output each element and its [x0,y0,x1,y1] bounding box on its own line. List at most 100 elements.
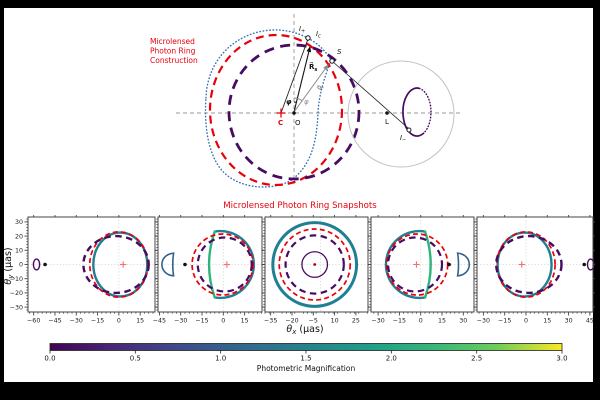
snapshots-title: Microlensed Photon Ring Snapshots [223,201,377,211]
x-tick-label: −30 [371,318,384,325]
x-tick-label: −15 [498,318,511,325]
x-tick-label: −45 [48,318,61,325]
x-tick-label: 15 [543,318,551,325]
construction-diagram: Microlensed Photon Ring Construction C O… [150,14,462,188]
vector-Rs-arrow [293,46,312,113]
x-tick-label: 0 [117,318,121,325]
lens-position-dot [43,262,47,267]
colorbar-tick-label: 1.5 [300,355,311,363]
colorbar-gradient-bar [49,343,563,351]
label-C: C [278,119,283,127]
x-tick-label: −20 [285,318,298,325]
vector-R-line [293,64,329,113]
photon-ring-purple-dashed [227,43,361,181]
Iminus-marker [406,127,412,133]
x-tick-label: 15 [136,318,144,325]
teal-ring-arc [384,229,427,300]
y-tick-label: −20 [10,290,23,297]
source-S-marker [329,58,335,64]
x-tick-label: −15 [195,318,208,325]
colorbar-label: Photometric Magnification [257,364,356,373]
line-S-to-Iminus [331,60,409,129]
red-dashed-ring [191,233,254,296]
colorbar-ticks: 0.0 0.5 1.0 1.5 2.0 2.5 3.0 [44,350,568,363]
Iplus-marker [305,35,311,41]
ring-center-plus-marker [413,261,420,268]
construction-title-line3: Construction [150,56,198,65]
label-S: S [337,48,342,56]
dark_purple-dashed-ring [494,234,563,295]
observer-O-dot [292,111,296,115]
x-tick-label: 25 [352,318,360,325]
secondary-image-loop-dotted [418,87,432,134]
ring-center-plus-marker [518,261,525,268]
line-C-to-Iplus [280,38,309,114]
x-tick-label: −30 [174,318,187,325]
snapshot-panel-4: −30 −15 0 15 30 [367,215,476,325]
shifted-ring-red-dashed [208,33,344,187]
green-pinch-arc [207,230,216,299]
x-tick-label: −45 [153,318,166,325]
y-tick-label: −30 [10,304,23,311]
snapshot-panel-1: −60 −45 −30 −15 0 15 30 20 10 0 −10 −20 −30 [10,215,157,325]
dark_purple-ring [301,251,329,278]
black-hole-center-dot [313,263,317,266]
colorbar-tick-label: 3.0 [556,355,567,363]
x-tick-label: 0 [524,318,528,325]
label-L: L [385,118,389,126]
snapshot-panel-5: −30 −15 0 15 30 45 [473,215,595,325]
x-tick-label: −15 [91,318,104,325]
x-tick-label: 30 [565,318,573,325]
label-R-vector: R⃗ [315,83,326,92]
x-tick-label: 0 [221,318,225,325]
ring-center-plus-marker [119,261,127,268]
label-phi-gray: φ [304,98,309,106]
y-tick-label: 10 [15,248,23,255]
panel-ticks: −60 −45 −30 −15 0 15 30 20 10 0 −10 −20 −30 [10,215,157,325]
teal-ring [271,221,359,308]
y-tick-label: 30 [15,219,23,226]
construction-title-line2: Photon Ring [150,47,196,56]
y-axis-label: θy (μas) [3,247,15,284]
lens-position-dot [582,262,587,267]
secondary-image-d-loop [161,252,175,277]
label-R-s-vector: R⃗s [309,62,317,73]
snapshot-panel-3: −35 −20 −5 10 25 [261,215,370,325]
colorbar-tick-label: 0.5 [130,355,141,363]
y-tick-label: 20 [15,233,23,240]
panel-ticks: −30 −15 0 15 30 45 [473,215,595,325]
secondary-image-loop-solid [402,87,425,137]
dark_purple-dashed-ring [284,234,345,295]
x-tick-label: −30 [477,318,490,325]
x-tick-label: 30 [459,318,467,325]
panel-ticks: −30 −15 0 15 30 [367,215,476,325]
label-I-c: Ic [316,30,321,40]
x-tick-label: 10 [331,318,339,325]
ring-center-plus-marker [223,261,231,268]
x-axis-label: θx (μas) [286,324,323,336]
center-C-plus-marker [276,108,286,118]
x-tick-label: −30 [70,318,83,325]
colorbar-tick-label: 1.0 [215,355,226,363]
green-pinch-arc [423,230,432,299]
y-tick-label: −10 [10,276,23,283]
construction-title-line1: Microlensed [150,37,195,46]
red-dashed-ring [496,230,556,299]
figure-background [4,8,593,382]
panel-plot-area [28,217,155,312]
colorbar: 0.0 0.5 1.0 1.5 2.0 2.5 3.0 Photometric Magnif… [44,343,568,373]
snapshot-panel-2: −45 −30 −15 0 15 [153,215,264,325]
einstein-ring-circle [347,60,455,168]
x-tick-label: 15 [438,318,446,325]
colorbar-tick-label: 2.0 [386,355,397,363]
colorbar-tick-label: 0.0 [44,355,55,363]
x-tick-label: −15 [393,318,406,325]
x-tick-label: 0 [419,318,423,325]
label-I-minus: I− [400,134,406,144]
lensed-ring-dotted-curve [204,29,332,188]
secondary-image-mini-oval [32,258,41,271]
lens-position-dot [447,262,451,267]
label-phi-black: φ [286,98,292,106]
